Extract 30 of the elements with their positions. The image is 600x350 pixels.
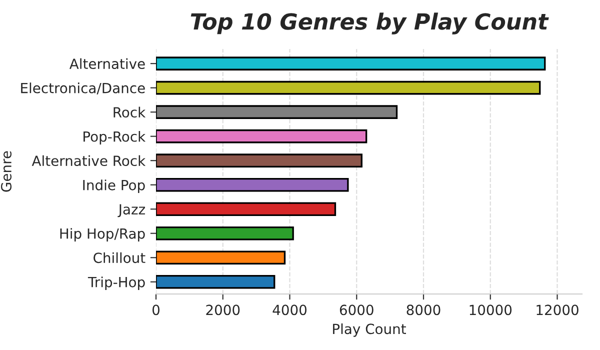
bar xyxy=(156,80,541,95)
bar xyxy=(156,129,368,144)
y-tick-label: Indie Pop xyxy=(83,180,145,194)
y-tick-label: Trip-Hop xyxy=(88,276,145,290)
x-tick-label: 6000 xyxy=(340,304,374,316)
y-tick-label: Hip Hop/Rap xyxy=(60,228,145,242)
y-axis-title: Genre xyxy=(0,151,12,192)
y-tick-label: Jazz xyxy=(118,204,145,218)
y-tick-label: Rock xyxy=(114,106,146,118)
bar xyxy=(156,178,349,192)
chart-title: Top 10 Genres by Play Count xyxy=(190,12,549,34)
bar xyxy=(156,274,276,289)
y-tick-label: Alternative Rock xyxy=(32,155,146,166)
bar xyxy=(156,250,286,265)
x-tick-label: 8000 xyxy=(406,304,440,316)
x-tick-label: 10000 xyxy=(470,304,512,316)
x-axis-title: Play Count xyxy=(333,323,406,337)
x-tick-label: 2000 xyxy=(206,304,240,316)
y-tick-label: Pop-Rock xyxy=(84,131,146,144)
bar xyxy=(156,202,336,216)
x-tick-label: 12000 xyxy=(536,304,578,316)
y-tick-label: Electronica/Dance xyxy=(21,82,145,94)
y-tick-label: Alternative xyxy=(69,58,145,70)
y-tick-label: Chillout xyxy=(94,252,146,264)
x-tick-label: 0 xyxy=(152,304,160,316)
bar xyxy=(156,105,398,119)
x-tick-label: 4000 xyxy=(272,304,306,316)
bar xyxy=(156,226,294,240)
bar xyxy=(156,154,362,168)
bar xyxy=(156,56,546,70)
